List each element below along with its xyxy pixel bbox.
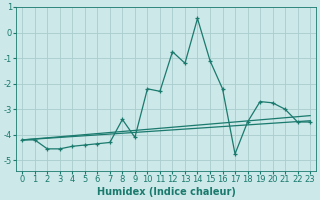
X-axis label: Humidex (Indice chaleur): Humidex (Indice chaleur) [97,187,236,197]
